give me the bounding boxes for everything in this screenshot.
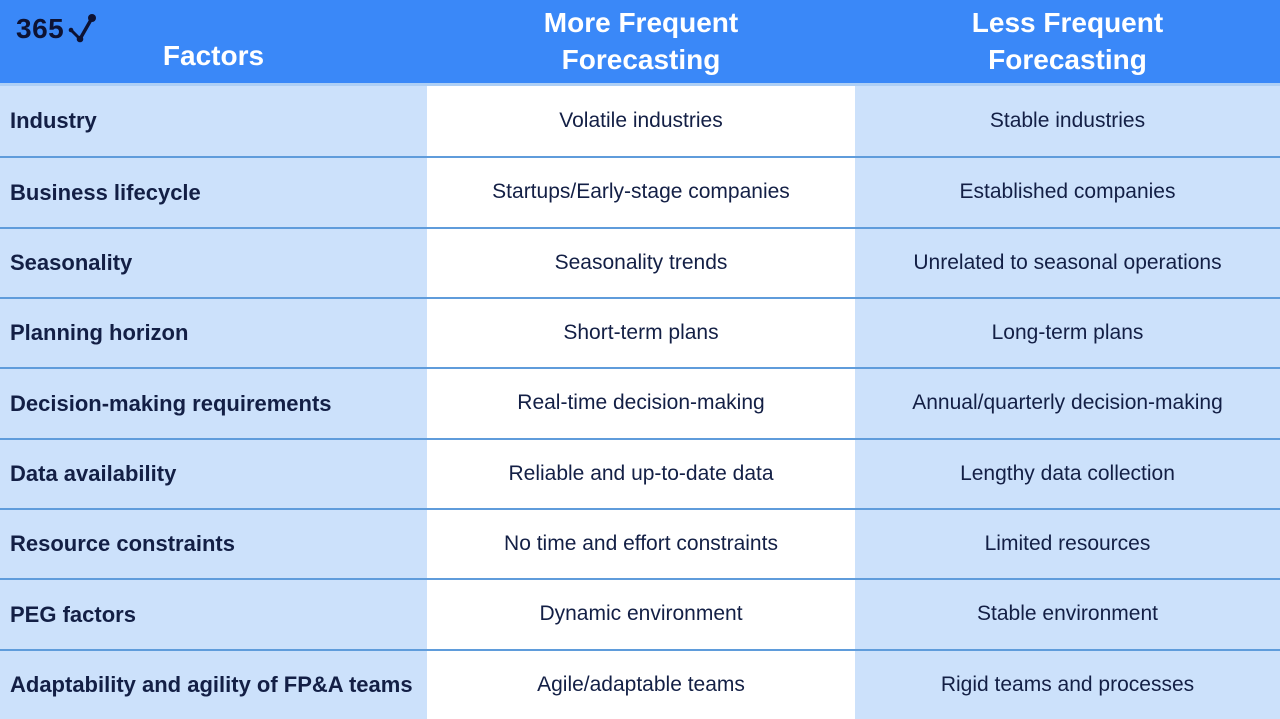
- less-frequent-cell: Limited resources: [855, 510, 1280, 579]
- factor-cell: Industry: [0, 86, 427, 157]
- more-frequent-cell: Real-time decision-making: [427, 369, 855, 438]
- table-row-resource-constraints: Resource constraints No time and effort …: [0, 508, 1280, 579]
- less-frequent-cell: Long-term plans: [855, 299, 1280, 368]
- factor-cell: Data availability: [0, 439, 427, 508]
- less-frequent-cell: Established companies: [855, 158, 1280, 227]
- table-row-data-availability: Data availability Reliable and up-to-dat…: [0, 437, 1280, 508]
- less-frequent-cell: Unrelated to seasonal operations: [855, 228, 1280, 297]
- less-frequent-cell: Annual/quarterly decision-making: [855, 369, 1280, 438]
- column-header-factors: Factors: [162, 39, 265, 71]
- less-frequent-cell: Stable environment: [855, 580, 1280, 649]
- more-frequent-cell: Seasonality trends: [427, 228, 855, 297]
- less-frequent-cell: Lengthy data collection: [855, 439, 1280, 508]
- more-frequent-cell: Reliable and up-to-date data: [427, 439, 855, 508]
- table-row-peg-factors: PEG factors Dynamic environment Stable e…: [0, 578, 1280, 649]
- more-frequent-cell: Volatile industries: [427, 86, 855, 157]
- table-header: 365 Factors More Frequent Forecasting Le…: [0, 0, 1280, 86]
- more-frequent-cell: Startups/Early-stage companies: [427, 158, 855, 227]
- less-frequent-cell: Rigid teams and processes: [855, 650, 1280, 719]
- line-chart-checkmark-icon: [66, 12, 98, 51]
- factor-cell: Decision-making requirements: [0, 369, 427, 438]
- table-row-adaptability: Adaptability and agility of FP&A teams A…: [0, 648, 1280, 719]
- column-header-more-frequent: More Frequent Forecasting: [543, 7, 739, 75]
- logo: 365: [16, 12, 98, 51]
- table-row-planning-horizon: Planning horizon Short-term plans Long-t…: [0, 297, 1280, 368]
- factor-cell: Resource constraints: [0, 510, 427, 579]
- table-row-seasonality: Seasonality Seasonality trends Unrelated…: [0, 226, 1280, 297]
- factor-cell: Seasonality: [0, 228, 427, 297]
- more-frequent-cell: Short-term plans: [427, 299, 855, 368]
- column-header-less-frequent: Less Frequent Forecasting: [971, 7, 1164, 75]
- table-body: Industry Volatile industries Stable indu…: [0, 86, 1280, 719]
- table-row-decision-making: Decision-making requirements Real-time d…: [0, 367, 1280, 438]
- factor-cell: Business lifecycle: [0, 158, 427, 227]
- table-row-business-lifecycle: Business lifecycle Startups/Early-stage …: [0, 156, 1280, 227]
- factor-cell: Planning horizon: [0, 299, 427, 368]
- logo-365-text: 365: [16, 13, 65, 44]
- more-frequent-cell: Agile/adaptable teams: [427, 650, 855, 719]
- more-frequent-cell: No time and effort constraints: [427, 510, 855, 579]
- more-frequent-cell: Dynamic environment: [427, 580, 855, 649]
- factor-cell: PEG factors: [0, 580, 427, 649]
- less-frequent-cell: Stable industries: [855, 86, 1280, 157]
- table-row-industry: Industry Volatile industries Stable indu…: [0, 86, 1280, 157]
- factor-cell: Adaptability and agility of FP&A teams: [0, 650, 427, 719]
